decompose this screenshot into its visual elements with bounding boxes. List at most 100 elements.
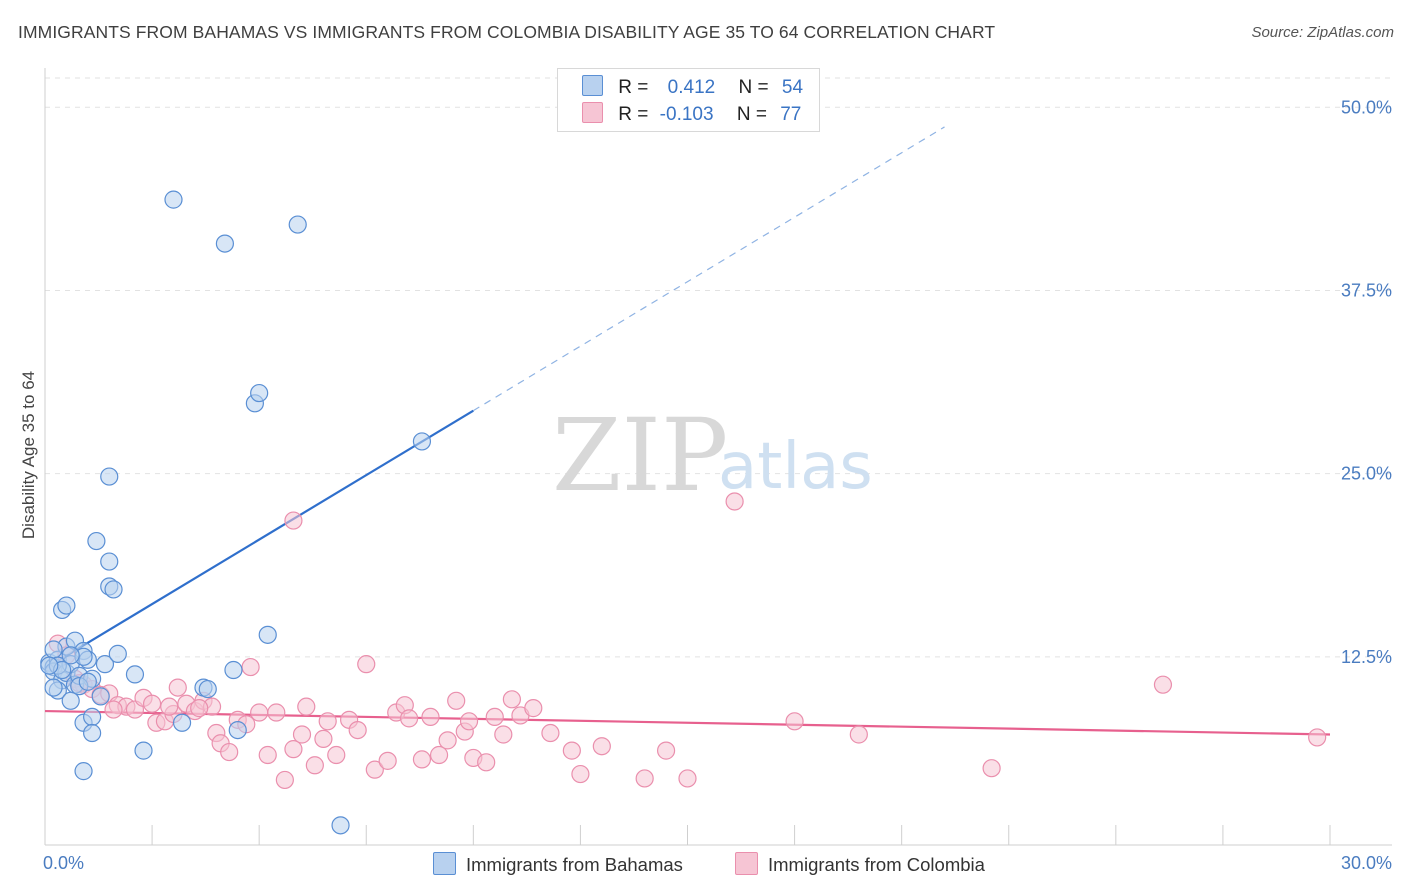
colombia-point (284, 511, 303, 530)
bahamas-point (258, 625, 277, 644)
colombia-point (656, 741, 676, 760)
colombia-point (485, 707, 504, 727)
legend-n-label: N = (738, 77, 769, 98)
y-tick-label: 25.0% (1341, 464, 1392, 484)
bahamas-point (87, 531, 106, 551)
watermark: ZIP atlas (552, 397, 873, 514)
colombia-point (524, 699, 543, 718)
colombia-point (399, 709, 419, 728)
y-axis-label: Disability Age 35 to 64 (19, 371, 38, 539)
bahamas-point (95, 655, 115, 674)
bahamas-point (172, 713, 192, 732)
pink-swatch (582, 102, 603, 123)
bahamas-point (40, 656, 59, 675)
colombia-point (562, 741, 581, 760)
colombia-point (250, 703, 269, 722)
bahamas-point (331, 816, 350, 835)
colombia-point (365, 760, 384, 779)
legend-r-value: -0.103 (659, 104, 714, 125)
watermark-atlas-text: atlas (718, 430, 873, 504)
colombia-point (982, 759, 1001, 778)
colombia-point (678, 769, 697, 788)
y-tick-label: 12.5% (1341, 647, 1392, 667)
bahamas-point (83, 723, 102, 743)
legend-n-value: 77 (780, 104, 802, 125)
y-tick-label: 50.0% (1341, 97, 1392, 117)
legend-item-colombia: Immigrants from Colombia (735, 852, 985, 876)
colombia-point (168, 678, 187, 697)
colombia-point (275, 770, 294, 790)
colombia-point (190, 699, 209, 718)
legend-n-value: 54 (781, 77, 804, 98)
colombia-point (412, 750, 432, 769)
chart-title: IMMIGRANTS FROM BAHAMAS VS IMMIGRANTS FR… (18, 22, 996, 42)
bahamas-point (412, 432, 432, 451)
bahamas-point (228, 720, 247, 740)
colombia-point (1153, 675, 1173, 694)
bahamas-point (288, 215, 307, 234)
legend-r-label: R = (618, 77, 649, 98)
colombia-point (459, 712, 479, 731)
colombia-point (142, 694, 162, 713)
bahamas-point (134, 741, 153, 760)
grid-lines (45, 77, 1392, 658)
colombia-point (447, 691, 466, 710)
bahamas-point (108, 644, 127, 663)
pink-swatch (735, 852, 758, 875)
bahamas-point (44, 678, 63, 697)
source-label: Source: ZipAtlas.com (1251, 24, 1394, 41)
bahamas-point (78, 672, 97, 691)
colombia-point (104, 700, 123, 719)
bahamas-trend-extension (473, 126, 945, 412)
bahamas-points (40, 190, 432, 835)
colombia-point (477, 753, 496, 772)
bahamas-point (91, 687, 110, 706)
colombia-point (241, 657, 260, 677)
bahamas-point (104, 580, 123, 599)
colombia-point (220, 742, 239, 762)
colombia-point (494, 725, 513, 744)
bahamas-point (44, 640, 63, 659)
colombia-point (314, 729, 333, 748)
colombia-point (318, 712, 337, 731)
bahamas-point (100, 467, 119, 486)
colombia-point (571, 764, 590, 784)
colombia-point (1308, 728, 1327, 747)
blue-swatch (582, 75, 603, 96)
bahamas-point (61, 691, 80, 710)
colombia-point (292, 725, 312, 744)
bahamas-point (215, 234, 234, 253)
colombia-point (267, 703, 286, 722)
legend-item-bahamas: Immigrants from Bahamas (433, 852, 683, 876)
bahamas-point (83, 707, 102, 727)
tick-labels: 12.5% 25.0% 37.5% 50.0% 0.0% 30.0% (43, 97, 1392, 873)
legend-row-colombia: R = -0.103 N = 77 (582, 102, 801, 128)
blue-swatch (433, 852, 456, 875)
colombia-point (421, 707, 440, 727)
bahamas-point (125, 665, 145, 684)
colombia-point (541, 723, 560, 743)
colombia-point (429, 745, 449, 765)
colombia-point (849, 725, 868, 744)
colombia-point (258, 745, 277, 765)
colombia-point (327, 745, 346, 765)
x-tick-label: 0.0% (43, 853, 84, 873)
colombia-point (785, 712, 804, 731)
colombia-point (635, 769, 654, 788)
bahamas-point (250, 383, 269, 403)
colombia-point (438, 731, 457, 750)
bahamas-trend-line (44, 409, 474, 670)
legend-r-value: 0.412 (667, 77, 716, 98)
bahamas-point (57, 596, 76, 615)
correlation-legend: R = 0.412 N = 54 R = -0.103 N = 77 (557, 68, 820, 132)
colombia-point (592, 737, 611, 756)
colombia-point (297, 697, 316, 716)
bahamas-point (100, 552, 119, 571)
colombia-point (502, 690, 521, 709)
axes (44, 68, 1392, 846)
bahamas-point (198, 679, 217, 699)
legend-r-label: R = (618, 104, 649, 125)
watermark-zip-text: ZIP (552, 397, 728, 514)
colombia-point (160, 697, 179, 716)
